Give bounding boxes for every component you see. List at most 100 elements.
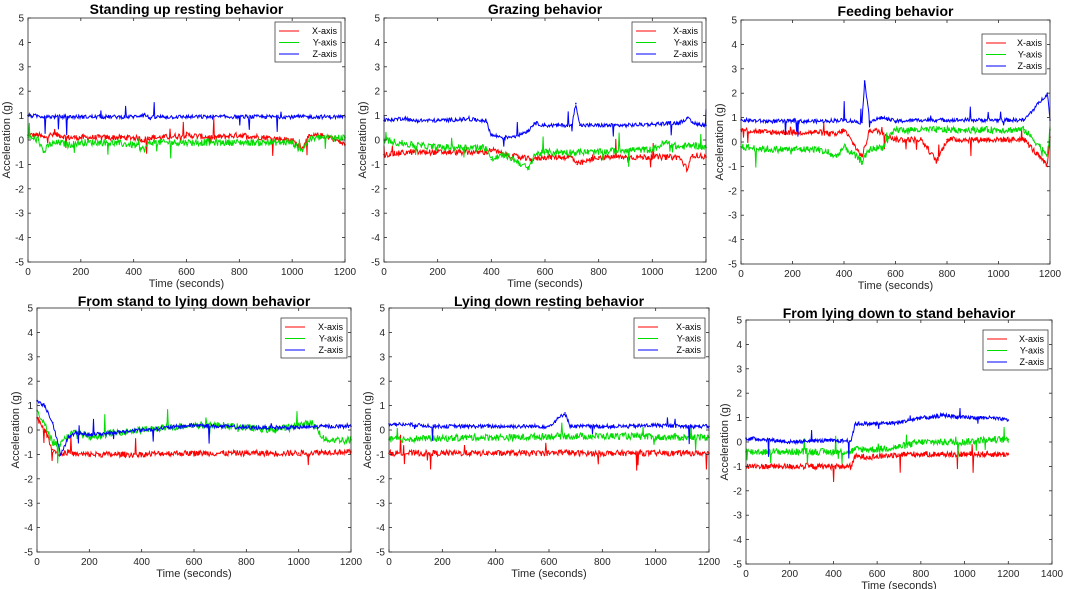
panel-3: Feeding behavior 0 200 400 600 800 1000 1200 -5 -… bbox=[714, 3, 1062, 292]
data-point bbox=[44, 429, 46, 431]
data-point bbox=[930, 416, 933, 419]
x-tick-label: 400 bbox=[125, 267, 142, 278]
data-point bbox=[148, 117, 151, 119]
data-point bbox=[441, 452, 444, 454]
data-point bbox=[832, 465, 835, 468]
data-point bbox=[876, 455, 878, 458]
y-axis-label: Acceleration (g) bbox=[1, 101, 13, 178]
data-point bbox=[767, 438, 769, 441]
data-point bbox=[414, 424, 417, 426]
data-point bbox=[503, 153, 506, 156]
data-point bbox=[1046, 153, 1049, 155]
data-point bbox=[843, 146, 845, 148]
data-point bbox=[490, 148, 493, 151]
data-point bbox=[946, 119, 948, 121]
data-point bbox=[297, 452, 300, 454]
y-tick-label: -1 bbox=[728, 162, 737, 173]
data-point bbox=[37, 134, 40, 136]
x-tick-label: 1000 bbox=[288, 557, 311, 568]
y-tick-label: 2 bbox=[374, 87, 380, 98]
data-point bbox=[850, 450, 852, 453]
data-point bbox=[601, 452, 604, 454]
y-tick-label: 4 bbox=[18, 38, 24, 49]
y-tick-label: 0 bbox=[18, 136, 24, 147]
series-line-x-axis bbox=[36, 416, 352, 466]
data-point bbox=[317, 116, 320, 118]
data-point bbox=[441, 437, 444, 440]
data-point bbox=[561, 451, 564, 453]
y-axis-label: Acceleration (g) bbox=[719, 403, 731, 480]
x-tick-label: 1000 bbox=[987, 269, 1010, 280]
y-axis-label: Acceleration (g) bbox=[362, 391, 374, 468]
y-tick-label: -4 bbox=[24, 523, 33, 534]
y-tick-label: -2 bbox=[371, 184, 380, 195]
y-tick-label: -4 bbox=[371, 233, 380, 244]
y-tick-label: 5 bbox=[731, 16, 737, 27]
x-tick-label: 600 bbox=[887, 269, 904, 280]
x-tick-label: 1000 bbox=[953, 569, 976, 580]
data-point bbox=[681, 436, 684, 439]
data-point bbox=[51, 421, 54, 424]
data-point bbox=[185, 134, 188, 136]
data-point bbox=[245, 426, 248, 429]
y-tick-label: 1 bbox=[18, 111, 24, 122]
y-tick-label: -2 bbox=[15, 184, 24, 195]
data-point bbox=[678, 146, 680, 149]
data-point bbox=[788, 441, 791, 443]
data-point bbox=[654, 436, 657, 439]
data-point bbox=[159, 141, 161, 144]
y-tick-label: -2 bbox=[24, 474, 33, 485]
chart-title: Grazing behavior bbox=[488, 1, 603, 17]
legend-label: Z-axis bbox=[674, 49, 699, 59]
data-point bbox=[548, 425, 550, 428]
y-tick-label: 4 bbox=[379, 328, 385, 339]
data-point bbox=[317, 136, 320, 139]
data-point bbox=[571, 124, 573, 127]
data-point bbox=[414, 437, 417, 440]
legend-label: Y-axis bbox=[313, 38, 338, 48]
data-point bbox=[106, 136, 109, 139]
y-tick-label: 4 bbox=[27, 328, 33, 339]
chart-title: Standing up resting behavior bbox=[90, 1, 284, 17]
data-point bbox=[80, 136, 82, 139]
x-tick-label: 200 bbox=[72, 267, 89, 278]
data-point bbox=[88, 453, 91, 456]
x-tick-label: 600 bbox=[541, 557, 558, 568]
data-point bbox=[37, 139, 40, 141]
data-point bbox=[597, 156, 600, 158]
x-tick-label: 1200 bbox=[695, 267, 718, 278]
data-point bbox=[765, 148, 768, 151]
data-point bbox=[307, 139, 309, 141]
data-point bbox=[485, 119, 487, 122]
legend-label: Z-axis bbox=[319, 345, 344, 355]
data-point bbox=[468, 425, 470, 428]
data-point bbox=[140, 453, 143, 456]
data-point bbox=[143, 139, 146, 141]
data-point bbox=[533, 153, 536, 156]
legend-label: X-axis bbox=[1019, 334, 1045, 344]
data-point bbox=[490, 134, 493, 136]
data-point bbox=[920, 129, 923, 131]
y-tick-label: 2 bbox=[379, 377, 385, 388]
y-tick-label: -3 bbox=[733, 511, 742, 522]
legend-label: Z-axis bbox=[677, 345, 702, 355]
data-point bbox=[791, 120, 794, 123]
data-point bbox=[143, 113, 146, 116]
data-point bbox=[868, 129, 871, 131]
data-point bbox=[544, 151, 546, 153]
data-point bbox=[43, 151, 45, 153]
data-point bbox=[1007, 438, 1010, 441]
data-point bbox=[946, 138, 948, 141]
data-point bbox=[576, 163, 578, 166]
data-point bbox=[571, 151, 573, 153]
y-tick-label: -1 bbox=[733, 462, 742, 473]
data-point bbox=[817, 148, 820, 151]
data-point bbox=[468, 452, 470, 454]
x-tick-label: 200 bbox=[434, 557, 451, 568]
data-point bbox=[579, 124, 581, 127]
x-tick-label: 1400 bbox=[1041, 569, 1064, 580]
